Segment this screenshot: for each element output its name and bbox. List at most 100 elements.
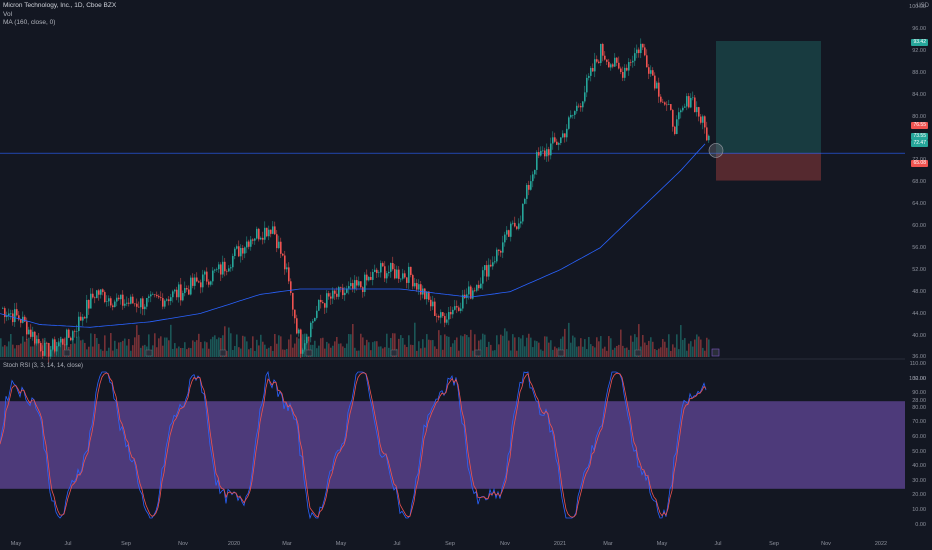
candle bbox=[642, 43, 644, 48]
candle bbox=[670, 104, 672, 110]
earnings-marker[interactable] bbox=[145, 349, 153, 357]
earnings-marker[interactable] bbox=[390, 349, 398, 357]
volume-bar bbox=[124, 338, 126, 357]
volume-bar bbox=[78, 336, 80, 357]
volume-bar bbox=[400, 335, 402, 357]
volume-bar bbox=[358, 350, 360, 357]
date-tick-label: Sep bbox=[121, 541, 131, 547]
earnings-marker[interactable] bbox=[557, 349, 565, 357]
volume-bar bbox=[130, 350, 132, 357]
volume-bar bbox=[296, 337, 298, 357]
candle bbox=[202, 274, 204, 288]
candle bbox=[506, 230, 508, 235]
profit-zone[interactable] bbox=[716, 41, 821, 154]
candle bbox=[684, 106, 686, 108]
volume-bar bbox=[238, 347, 240, 357]
chart-legend: Micron Technology, Inc., 1D, Cboe BZX Vo… bbox=[3, 2, 116, 28]
candle bbox=[552, 137, 554, 144]
volume-bar bbox=[666, 347, 668, 357]
volume-bar bbox=[430, 340, 432, 357]
volume-bar bbox=[692, 346, 694, 357]
date-tick-label: May bbox=[335, 541, 347, 547]
earnings-marker[interactable] bbox=[63, 349, 71, 357]
volume-bar bbox=[542, 350, 544, 357]
candle bbox=[618, 62, 620, 69]
volume-bar bbox=[684, 338, 686, 357]
volume-bar bbox=[346, 343, 348, 357]
candle bbox=[586, 77, 588, 93]
volume-bar bbox=[200, 341, 202, 357]
earnings-marker[interactable] bbox=[474, 349, 482, 357]
volume-bar bbox=[564, 328, 566, 357]
volume-bar bbox=[554, 346, 556, 357]
volume-bar bbox=[250, 348, 252, 357]
volume-bar bbox=[424, 347, 426, 357]
volume-bar bbox=[416, 350, 418, 357]
volume-bar bbox=[170, 324, 172, 357]
price-tick-label: 36.00 bbox=[912, 354, 926, 361]
candle bbox=[194, 277, 196, 286]
volume-bar bbox=[208, 348, 210, 357]
candle bbox=[476, 284, 478, 291]
candle bbox=[326, 293, 328, 308]
candle bbox=[488, 264, 490, 277]
candle bbox=[462, 294, 464, 309]
volume-bar bbox=[338, 343, 340, 357]
volume-bar bbox=[46, 342, 48, 357]
candle bbox=[528, 185, 530, 190]
candle bbox=[392, 263, 394, 270]
candle bbox=[690, 97, 692, 108]
volume-bar bbox=[122, 340, 124, 357]
volume-bar bbox=[508, 340, 510, 357]
candle bbox=[330, 296, 332, 299]
date-tick-label: Jul bbox=[714, 541, 722, 547]
volume-bar bbox=[180, 348, 182, 357]
candle bbox=[14, 309, 16, 323]
volume-bar bbox=[102, 350, 104, 357]
volume-bar bbox=[134, 337, 136, 357]
volume-bar bbox=[168, 340, 170, 357]
loss-zone[interactable] bbox=[716, 153, 821, 181]
volume-bar bbox=[572, 335, 574, 357]
moving-average-line[interactable] bbox=[0, 143, 706, 328]
candle bbox=[64, 344, 66, 346]
candle bbox=[564, 133, 566, 138]
volume-bar bbox=[70, 344, 72, 357]
volume-bar bbox=[482, 333, 484, 357]
earnings-marker-upcoming[interactable] bbox=[711, 348, 720, 357]
earnings-marker[interactable] bbox=[219, 349, 227, 357]
volume-bar bbox=[626, 347, 628, 357]
volume-bar bbox=[366, 339, 368, 357]
candle bbox=[570, 114, 572, 118]
volume-bar bbox=[614, 347, 616, 357]
candle bbox=[10, 313, 12, 315]
volume-bar bbox=[242, 335, 244, 357]
candle bbox=[334, 290, 336, 294]
volume-bar bbox=[702, 347, 704, 357]
candle bbox=[424, 288, 426, 300]
volume-bar bbox=[100, 349, 102, 357]
candle bbox=[80, 316, 82, 321]
volume-bar bbox=[628, 349, 630, 357]
candle bbox=[680, 110, 682, 113]
volume-bar bbox=[584, 339, 586, 357]
candle bbox=[352, 283, 354, 289]
candle bbox=[544, 150, 546, 157]
candle bbox=[296, 318, 298, 334]
candle bbox=[24, 316, 26, 322]
candle bbox=[372, 271, 374, 280]
candle bbox=[478, 284, 480, 289]
earnings-marker[interactable] bbox=[634, 349, 642, 357]
candle bbox=[238, 246, 240, 257]
candle bbox=[584, 92, 586, 102]
volume-bar bbox=[452, 343, 454, 357]
candle bbox=[638, 49, 640, 54]
candle bbox=[236, 246, 238, 249]
candle bbox=[400, 278, 402, 280]
volume-bar bbox=[388, 347, 390, 357]
earnings-marker[interactable] bbox=[305, 349, 313, 357]
volume-bar bbox=[582, 346, 584, 357]
volume-bar bbox=[274, 333, 276, 357]
candle bbox=[48, 343, 50, 357]
